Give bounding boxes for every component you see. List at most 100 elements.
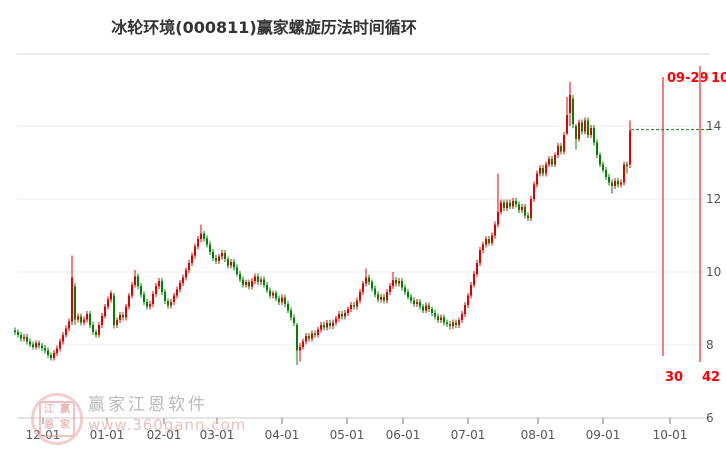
candle (251, 278, 253, 290)
candle (380, 293, 382, 303)
x-tick-label: 05-01 (330, 428, 365, 442)
x-tick-label: 03-01 (200, 428, 235, 442)
candle (212, 249, 214, 262)
candle (500, 199, 502, 215)
candle (161, 278, 163, 295)
candle (305, 332, 307, 345)
candle (542, 165, 544, 177)
x-tick-label: 02-01 (147, 428, 182, 442)
candle (437, 313, 439, 324)
candle (470, 281, 472, 299)
candle (209, 241, 211, 255)
candle (398, 278, 400, 287)
candle (206, 235, 208, 248)
candle (26, 334, 28, 345)
candle (416, 299, 418, 308)
cycle-count-label: 30 (665, 370, 683, 385)
candle (578, 119, 580, 142)
candle (323, 322, 325, 331)
candle (608, 174, 610, 186)
candle (368, 274, 370, 286)
candle (191, 252, 193, 266)
candle (467, 292, 469, 308)
candle (422, 303, 424, 314)
candle (236, 264, 238, 277)
candle (488, 236, 490, 246)
candle (344, 309, 346, 320)
candle (539, 165, 541, 177)
candle (200, 224, 202, 243)
candle (455, 319, 457, 328)
candle (479, 247, 481, 266)
candle (605, 166, 607, 181)
candle (590, 124, 592, 139)
candle (425, 302, 427, 314)
candle (524, 204, 526, 219)
candle (458, 317, 460, 328)
axis-labels: 14 12 10 8 6 12-01 01-01 02-01 03-01 04-01 05-01 06… (26, 119, 722, 442)
candle (473, 270, 475, 288)
candle (224, 250, 226, 263)
candle (509, 199, 511, 210)
candle (434, 309, 436, 320)
candle (38, 340, 40, 349)
candle (176, 286, 178, 299)
candle (404, 284, 406, 295)
candle (197, 236, 199, 250)
candle (98, 322, 100, 338)
candle (443, 314, 445, 326)
candle (356, 297, 358, 310)
cycle-count-label: 42 (702, 370, 720, 385)
candle (377, 291, 379, 303)
y-tick-label: 6 (706, 411, 714, 425)
candle (164, 289, 166, 305)
candle (170, 299, 172, 309)
candle (494, 221, 496, 239)
candle (527, 212, 529, 221)
candle (536, 170, 538, 188)
candle (167, 298, 169, 309)
candle (59, 338, 61, 352)
candle (284, 294, 286, 308)
candle (185, 267, 187, 281)
candle (596, 139, 598, 159)
candle (35, 340, 37, 350)
candle (182, 274, 184, 286)
candle (230, 258, 232, 269)
candle (383, 293, 385, 304)
x-tick-label: 08-01 (521, 428, 556, 442)
candle (317, 326, 319, 338)
candle (581, 119, 583, 135)
candle (104, 303, 106, 319)
x-axis (17, 417, 710, 424)
candle (110, 290, 112, 303)
candle (146, 299, 148, 310)
candle (389, 282, 391, 295)
candle (485, 236, 487, 248)
candle (62, 331, 64, 345)
candle (143, 291, 145, 305)
candle (77, 313, 79, 323)
candle (233, 258, 235, 271)
x-tick-label: 04-01 (265, 428, 300, 442)
candle (137, 273, 139, 289)
candle (53, 350, 55, 361)
candle (140, 282, 142, 298)
candle (275, 290, 277, 302)
candle (560, 143, 562, 155)
candle (329, 320, 331, 329)
candle (41, 342, 43, 351)
candle (572, 94, 574, 128)
candle (287, 301, 289, 314)
candle (320, 322, 322, 333)
candle (482, 241, 484, 254)
candle (587, 117, 589, 139)
candle (65, 325, 67, 338)
candle (326, 320, 328, 331)
candle (626, 161, 628, 174)
candle (371, 279, 373, 292)
candlestick-series (14, 82, 631, 366)
candle (296, 323, 298, 366)
